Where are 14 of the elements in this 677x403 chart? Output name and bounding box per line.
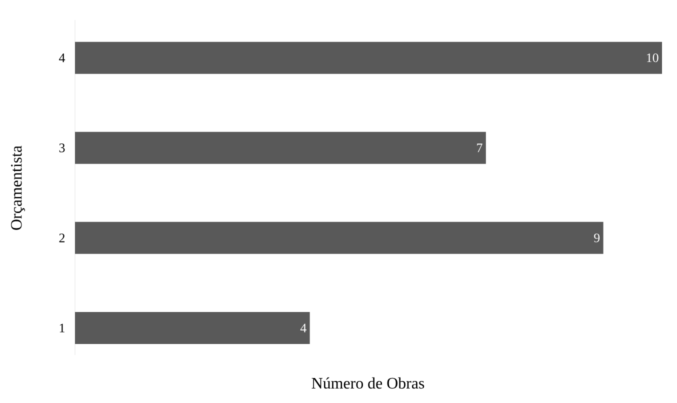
bar <box>75 132 486 164</box>
bar <box>75 42 662 74</box>
bar <box>75 222 604 254</box>
data-label: 4 <box>300 324 306 332</box>
y-tick-label: 1 <box>60 324 64 332</box>
y-tick-label: 4 <box>59 54 66 62</box>
x-axis-title: Número de Obras <box>312 377 424 389</box>
y-axis-title: Orçamentista <box>11 146 25 230</box>
data-label: 9 <box>594 234 600 242</box>
bar <box>75 312 310 344</box>
y-tick-label: 2 <box>59 234 65 242</box>
y-tick-label: 3 <box>59 144 65 152</box>
data-label: 10 <box>647 53 658 62</box>
data-label: 7 <box>477 144 482 152</box>
